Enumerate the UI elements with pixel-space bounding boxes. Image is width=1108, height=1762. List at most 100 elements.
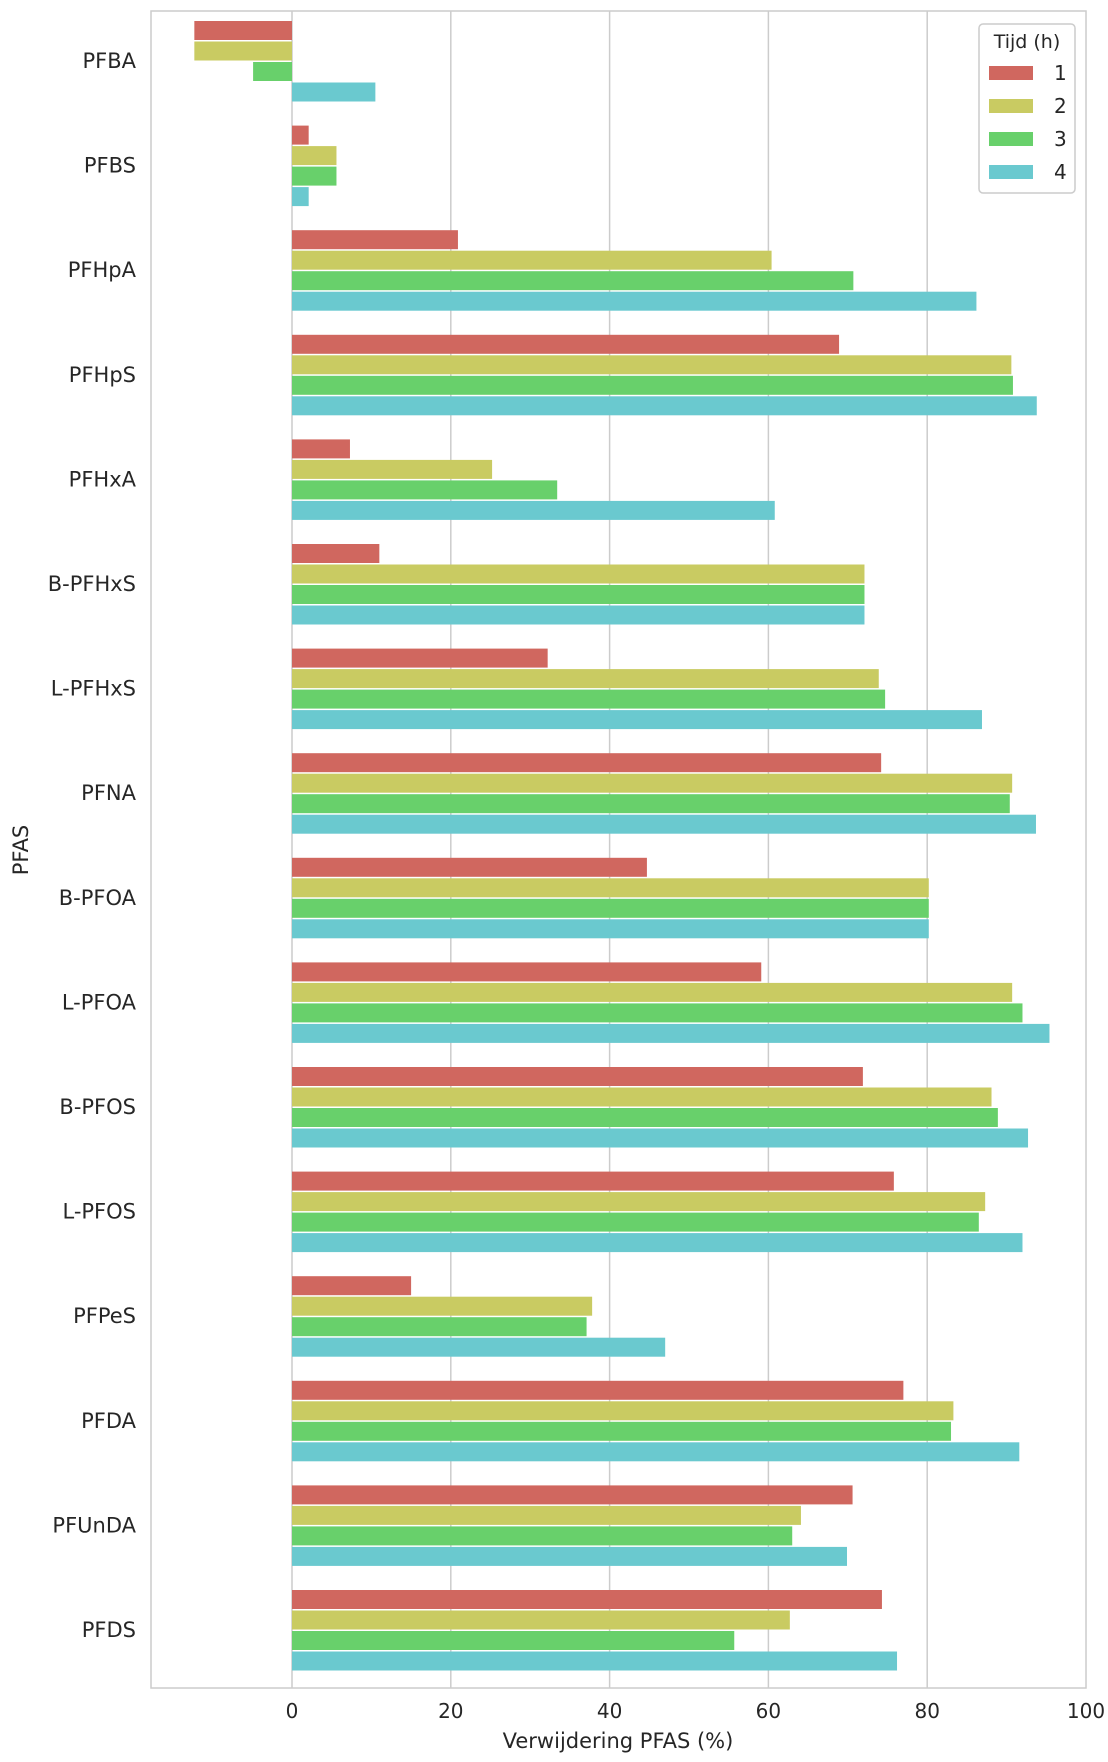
bar <box>292 125 309 145</box>
bar <box>292 814 1036 834</box>
bar <box>292 1546 848 1566</box>
bar <box>292 1337 666 1357</box>
legend-label: 2 <box>1054 94 1067 118</box>
bar <box>292 1276 412 1296</box>
bar <box>292 1192 986 1212</box>
y-tick-label: PFHpS <box>69 363 136 387</box>
bar <box>292 1651 898 1671</box>
bar <box>292 396 1037 416</box>
bar <box>292 982 1013 1002</box>
y-tick-labels: PFBA PFBS PFHpA PFHpS PFHxA B-PFHxS L-PFHxS PFN… <box>48 49 137 1642</box>
y-tick-label: L-PFOA <box>62 990 137 1014</box>
bar <box>292 500 775 520</box>
y-tick-label: PFDS <box>82 1618 136 1642</box>
legend-swatch <box>989 132 1033 146</box>
bar <box>292 1485 853 1505</box>
bar <box>292 669 879 689</box>
legend-title: Tijd (h) <box>993 31 1061 53</box>
bar <box>292 82 376 102</box>
y-tick-label: B-PFOA <box>59 886 137 910</box>
y-tick-label: PFDA <box>81 1409 137 1433</box>
y-tick-label: PFNA <box>81 781 136 805</box>
x-tick-label: 60 <box>756 1699 781 1723</box>
bar <box>292 166 337 186</box>
bar <box>292 1421 952 1441</box>
bar <box>194 21 292 40</box>
bar <box>292 773 1013 793</box>
bar <box>292 857 647 877</box>
bar <box>292 1108 998 1127</box>
bar <box>292 291 977 311</box>
bar <box>292 334 840 354</box>
bar <box>292 146 337 166</box>
bar <box>292 1212 979 1232</box>
y-tick-label: L-PFHxS <box>51 677 136 701</box>
bar <box>292 1003 1023 1023</box>
bar <box>292 375 1013 395</box>
legend-swatch <box>989 99 1033 113</box>
x-tick-label: 20 <box>438 1699 463 1723</box>
bar <box>292 605 865 625</box>
legend-swatch <box>989 165 1033 179</box>
legend-label: 3 <box>1054 127 1067 151</box>
bar <box>292 878 929 898</box>
bar <box>292 753 882 773</box>
bar <box>292 585 865 604</box>
bar <box>292 355 1012 375</box>
bar <box>292 1067 863 1086</box>
bar <box>292 710 982 730</box>
bar <box>292 1233 1023 1253</box>
x-tick-label: 40 <box>597 1699 622 1723</box>
y-tick-label: PFHpA <box>68 258 137 282</box>
bar <box>292 1442 1020 1462</box>
x-tick-labels: 0 20 40 60 80 100 <box>286 1699 1105 1723</box>
bar <box>292 1505 801 1525</box>
bar <box>292 1171 894 1191</box>
legend-swatch <box>989 66 1033 80</box>
bar <box>292 1590 882 1609</box>
bar <box>292 794 1010 814</box>
bar <box>253 62 292 81</box>
bar <box>292 1401 954 1421</box>
y-tick-label: L-PFOS <box>62 1200 136 1224</box>
bar <box>292 564 865 584</box>
bar <box>292 1023 1050 1043</box>
x-axis-label: Verwijdering PFAS (%) <box>503 1729 734 1753</box>
bar <box>292 271 854 291</box>
bar <box>292 480 558 500</box>
legend-items: 1 2 3 4 <box>989 61 1067 184</box>
bar <box>194 41 292 61</box>
x-tick-label: 100 <box>1067 1699 1105 1723</box>
bar <box>292 689 886 709</box>
bar <box>292 919 929 939</box>
bar <box>292 439 350 459</box>
bar <box>292 962 762 982</box>
x-tick-label: 80 <box>914 1699 939 1723</box>
bar <box>292 898 929 918</box>
bar <box>292 459 493 479</box>
y-tick-label: PFBA <box>82 49 136 73</box>
bar <box>292 1610 790 1630</box>
x-tick-label: 0 <box>286 1699 299 1723</box>
y-tick-label: PFHxA <box>69 467 137 491</box>
y-tick-label: PFUnDA <box>52 1513 136 1537</box>
bar <box>292 1526 793 1546</box>
bar <box>292 1087 992 1107</box>
legend: Tijd (h) 1 2 3 4 <box>978 23 1076 194</box>
bar <box>292 1128 1029 1148</box>
bar <box>292 1631 735 1650</box>
bar <box>292 230 458 250</box>
y-tick-label: B-PFOS <box>59 1095 136 1119</box>
bar <box>292 544 380 563</box>
bars <box>194 21 1050 1671</box>
y-tick-label: PFBS <box>84 154 136 178</box>
legend-label: 1 <box>1054 61 1067 85</box>
bar <box>292 250 772 270</box>
y-tick-label: B-PFHxS <box>48 572 136 596</box>
bar <box>292 187 309 207</box>
bar <box>292 648 548 668</box>
bar <box>292 1317 587 1337</box>
legend-label: 4 <box>1054 160 1067 184</box>
